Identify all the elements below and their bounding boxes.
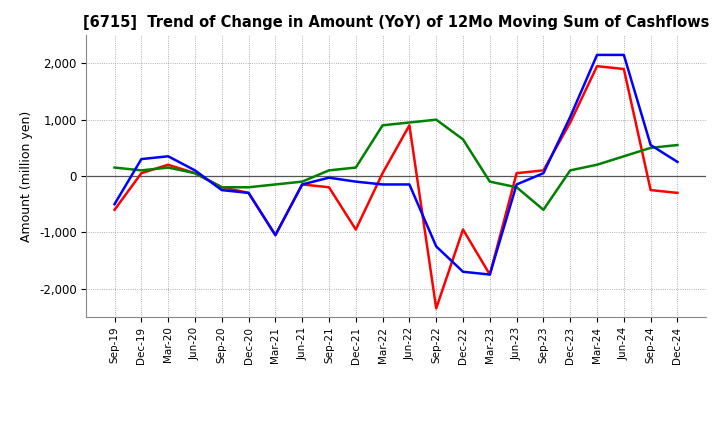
Free Cashflow (432, 244, 441, 249)
Operating Cashflow (298, 182, 307, 187)
Investing Cashflow (351, 165, 360, 170)
Free Cashflow (593, 52, 601, 58)
Operating Cashflow (405, 123, 414, 128)
Investing Cashflow (459, 137, 467, 142)
Free Cashflow (619, 52, 628, 58)
Investing Cashflow (325, 168, 333, 173)
Free Cashflow (459, 269, 467, 275)
Investing Cashflow (513, 185, 521, 190)
Operating Cashflow (244, 190, 253, 195)
Free Cashflow (405, 182, 414, 187)
Free Cashflow (110, 202, 119, 207)
Free Cashflow (271, 232, 279, 238)
Investing Cashflow (673, 143, 682, 148)
Operating Cashflow (593, 63, 601, 69)
Free Cashflow (673, 159, 682, 165)
Investing Cashflow (432, 117, 441, 122)
Operating Cashflow (164, 162, 173, 167)
Free Cashflow (539, 171, 548, 176)
Free Cashflow (351, 179, 360, 184)
Free Cashflow (513, 182, 521, 187)
Operating Cashflow (217, 185, 226, 190)
Operating Cashflow (137, 171, 145, 176)
Operating Cashflow (110, 207, 119, 213)
Investing Cashflow (619, 154, 628, 159)
Investing Cashflow (539, 207, 548, 213)
Free Cashflow (647, 143, 655, 148)
Operating Cashflow (432, 306, 441, 311)
Line: Investing Cashflow: Investing Cashflow (114, 120, 678, 210)
Free Cashflow (298, 182, 307, 187)
Free Cashflow (485, 272, 494, 277)
Investing Cashflow (485, 179, 494, 184)
Free Cashflow (191, 168, 199, 173)
Free Cashflow (164, 154, 173, 159)
Investing Cashflow (298, 179, 307, 184)
Operating Cashflow (325, 185, 333, 190)
Investing Cashflow (217, 185, 226, 190)
Investing Cashflow (566, 168, 575, 173)
Operating Cashflow (673, 190, 682, 195)
Operating Cashflow (619, 66, 628, 72)
Free Cashflow (378, 182, 387, 187)
Investing Cashflow (647, 145, 655, 150)
Investing Cashflow (593, 162, 601, 167)
Operating Cashflow (485, 272, 494, 277)
Investing Cashflow (137, 168, 145, 173)
Free Cashflow (137, 157, 145, 162)
Operating Cashflow (271, 232, 279, 238)
Operating Cashflow (351, 227, 360, 232)
Title: [6715]  Trend of Change in Amount (YoY) of 12Mo Moving Sum of Cashflows: [6715] Trend of Change in Amount (YoY) o… (83, 15, 709, 30)
Operating Cashflow (539, 168, 548, 173)
Free Cashflow (217, 187, 226, 193)
Free Cashflow (566, 114, 575, 120)
Free Cashflow (244, 190, 253, 195)
Operating Cashflow (513, 171, 521, 176)
Line: Free Cashflow: Free Cashflow (114, 55, 678, 275)
Free Cashflow (325, 175, 333, 180)
Operating Cashflow (191, 171, 199, 176)
Investing Cashflow (191, 171, 199, 176)
Investing Cashflow (164, 165, 173, 170)
Operating Cashflow (647, 187, 655, 193)
Investing Cashflow (244, 185, 253, 190)
Investing Cashflow (110, 165, 119, 170)
Investing Cashflow (271, 182, 279, 187)
Operating Cashflow (459, 227, 467, 232)
Line: Operating Cashflow: Operating Cashflow (114, 66, 678, 308)
Investing Cashflow (405, 120, 414, 125)
Operating Cashflow (378, 171, 387, 176)
Investing Cashflow (378, 123, 387, 128)
Operating Cashflow (566, 120, 575, 125)
Y-axis label: Amount (million yen): Amount (million yen) (20, 110, 33, 242)
